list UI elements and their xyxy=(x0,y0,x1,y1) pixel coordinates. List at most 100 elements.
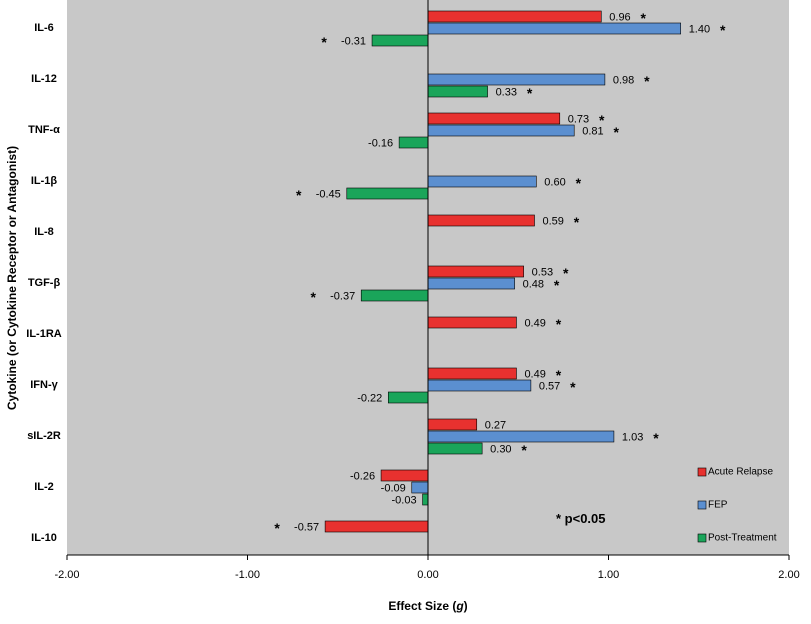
value-label-acute-relapse-tgf-beta: 0.53 xyxy=(532,266,553,278)
significance-star-acute-relapse-ifn-gamma: * xyxy=(556,367,562,383)
value-label-post-treatment-ifn-gamma: -0.22 xyxy=(357,392,382,404)
x-tick-label: 2.00 xyxy=(778,569,799,581)
significance-star-acute-relapse-il-6: * xyxy=(641,10,647,26)
legend-swatch-fep xyxy=(697,500,707,510)
bar-acute-relapse-tnf-alpha xyxy=(427,112,561,125)
significance-star-fep-tnf-alpha: * xyxy=(613,124,619,140)
bar-acute-relapse-ifn-gamma xyxy=(427,367,517,380)
value-label-post-treatment-tgf-beta: -0.37 xyxy=(330,290,355,302)
x-axis-title: Effect Size (g) xyxy=(388,599,467,613)
bar-acute-relapse-il-1ra xyxy=(427,316,517,329)
value-label-acute-relapse-il-2: -0.26 xyxy=(350,470,375,482)
value-label-fep-tgf-beta: 0.48 xyxy=(523,278,544,290)
value-label-post-treatment-il-1beta: -0.45 xyxy=(316,188,341,200)
x-axis-title-italic: g xyxy=(455,599,464,613)
category-label-tnf-alpha: TNF-α xyxy=(28,124,60,136)
bar-post-treatment-il-12 xyxy=(427,85,488,98)
bar-post-treatment-tgf-beta xyxy=(360,289,429,302)
bar-fep-tnf-alpha xyxy=(427,124,575,137)
value-label-post-treatment-il-12: 0.33 xyxy=(496,86,517,98)
bar-acute-relapse-il-8 xyxy=(427,214,535,227)
category-label-il-2: IL-2 xyxy=(34,481,54,493)
bar-fep-ifn-gamma xyxy=(427,379,532,392)
value-label-acute-relapse-il-6: 0.96 xyxy=(609,11,630,23)
value-label-acute-relapse-tnf-alpha: 0.73 xyxy=(568,113,589,125)
legend-label-acute-relapse: Acute Relapse xyxy=(708,467,773,478)
bar-post-treatment-il-6 xyxy=(371,34,429,47)
value-label-acute-relapse-il-1ra: 0.49 xyxy=(524,317,545,329)
value-label-post-treatment-il-6: -0.31 xyxy=(341,35,366,47)
bar-fep-il-6 xyxy=(427,22,681,35)
significance-star-post-treatment-tgf-beta: * xyxy=(310,289,316,305)
legend-label-post-treatment: Post-Treatment xyxy=(708,533,777,544)
legend-swatch-acute-relapse xyxy=(697,467,707,477)
x-axis-ticks: -2.00 -1.00 0.00 1.00 2.00 xyxy=(54,555,800,581)
category-label-sil-2r: sIL-2R xyxy=(27,430,61,442)
value-label-fep-il-1beta: 0.60 xyxy=(544,176,565,188)
significance-star-post-treatment-il-1beta: * xyxy=(296,187,302,203)
significance-star-post-treatment-il-12: * xyxy=(527,85,533,101)
significance-star-fep-tgf-beta: * xyxy=(554,277,560,293)
significance-star-fep-sil-2r: * xyxy=(653,430,659,446)
bar-fep-il-2 xyxy=(411,481,429,494)
bars-layer: 0.96 *1.40 *-0.31*0.98 *0.33 *0.73 *0.81 *-0.1… xyxy=(274,10,726,536)
value-label-post-treatment-tnf-alpha: -0.16 xyxy=(368,137,393,149)
significance-star-post-treatment-il-6: * xyxy=(321,34,327,50)
significance-star-acute-relapse-tnf-alpha: * xyxy=(599,112,605,128)
bar-acute-relapse-tgf-beta xyxy=(427,265,524,278)
value-label-fep-il-2: -0.09 xyxy=(381,482,406,494)
category-label-il-6: IL-6 xyxy=(34,22,54,34)
bar-acute-relapse-il-6 xyxy=(427,10,602,23)
category-label-il-1ra: IL-1RA xyxy=(26,328,62,340)
category-label-ifn-gamma: IFN-γ xyxy=(30,379,58,391)
x-axis-title-suffix: ) xyxy=(464,599,468,613)
bar-fep-il-1beta xyxy=(427,175,537,188)
category-labels: IL-6 IL-12 TNF-α IL-1β IL-8 TGF-β IL-1RA IFN-γ s… xyxy=(26,22,62,544)
bar-acute-relapse-il-2 xyxy=(380,469,429,482)
bar-post-treatment-il-2 xyxy=(422,493,429,506)
x-axis-title-text: Effect Size ( xyxy=(388,599,456,613)
bar-post-treatment-sil-2r xyxy=(427,442,483,455)
x-tick-label: 0.00 xyxy=(417,569,438,581)
value-label-fep-ifn-gamma: 0.57 xyxy=(539,380,560,392)
category-label-il-8: IL-8 xyxy=(34,226,54,238)
category-label-il-10: IL-10 xyxy=(31,532,57,544)
significance-star-fep-il-1beta: * xyxy=(576,175,582,191)
bar-fep-sil-2r xyxy=(427,430,615,443)
bar-post-treatment-il-1beta xyxy=(346,187,429,200)
legend-swatch-post-treatment xyxy=(697,533,707,543)
category-label-tgf-beta: TGF-β xyxy=(28,277,61,289)
legend: Acute Relapse FEP Post-Treatment xyxy=(697,467,777,544)
category-label-il-1beta: IL-1β xyxy=(31,175,58,187)
x-tick-label: -2.00 xyxy=(54,569,79,581)
x-tick-label: 1.00 xyxy=(598,569,619,581)
significance-star-acute-relapse-il-1ra: * xyxy=(556,316,562,332)
legend-label-fep: FEP xyxy=(708,500,728,511)
significance-star-fep-ifn-gamma: * xyxy=(570,379,576,395)
value-label-acute-relapse-il-8: 0.59 xyxy=(542,215,563,227)
bar-fep-il-12 xyxy=(427,73,606,86)
significance-star-acute-relapse-il-8: * xyxy=(574,214,580,230)
value-label-acute-relapse-sil-2r: 0.27 xyxy=(485,419,506,431)
x-tick-label: -1.00 xyxy=(235,569,260,581)
bar-post-treatment-tnf-alpha xyxy=(398,136,429,149)
value-label-fep-il-6: 1.40 xyxy=(689,23,710,35)
bar-post-treatment-ifn-gamma xyxy=(387,391,429,404)
bar-acute-relapse-sil-2r xyxy=(427,418,478,431)
value-label-fep-il-12: 0.98 xyxy=(613,74,634,86)
category-label-il-12: IL-12 xyxy=(31,73,57,85)
bar-acute-relapse-il-10 xyxy=(324,520,429,533)
value-label-acute-relapse-il-10: -0.57 xyxy=(294,521,319,533)
significance-star-acute-relapse-tgf-beta: * xyxy=(563,265,569,281)
bar-fep-tgf-beta xyxy=(427,277,515,290)
value-label-post-treatment-sil-2r: 0.30 xyxy=(490,443,511,455)
value-label-fep-tnf-alpha: 0.81 xyxy=(582,125,603,137)
significance-star-fep-il-12: * xyxy=(644,73,650,89)
significance-note: * p<0.05 xyxy=(556,511,606,526)
significance-star-post-treatment-sil-2r: * xyxy=(521,442,527,458)
value-label-post-treatment-il-2: -0.03 xyxy=(392,494,417,506)
y-axis-title: Cytokine (or Cytokine Receptor or Antago… xyxy=(5,146,19,410)
value-label-fep-sil-2r: 1.03 xyxy=(622,431,643,443)
significance-star-fep-il-6: * xyxy=(720,22,726,38)
